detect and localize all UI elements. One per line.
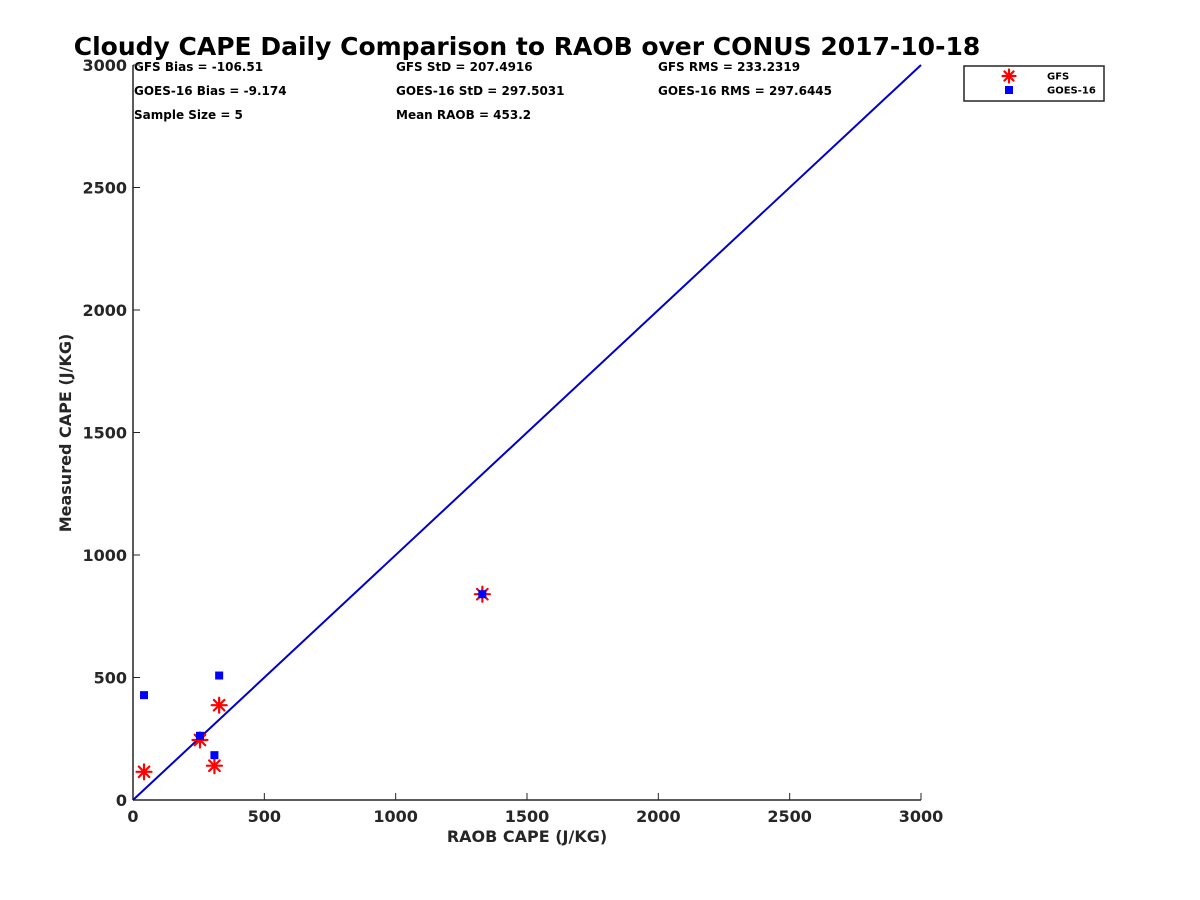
stat-label: GFS RMS = 233.2319 xyxy=(658,60,800,74)
goes16-point xyxy=(478,590,487,599)
legend-label: GOES-16 xyxy=(1047,86,1096,97)
x-tick-label: 500 xyxy=(248,807,281,826)
series-goes-16 xyxy=(140,590,487,760)
x-tick-label: 0 xyxy=(127,807,138,826)
stat-label: Mean RAOB = 453.2 xyxy=(396,108,531,122)
axis-ticks: 0 500 1000 1500 2000 2500 3000 0 500 1000 1500 2000… xyxy=(82,56,943,826)
y-tick-label: 2000 xyxy=(82,301,127,320)
goes16-point xyxy=(215,671,224,680)
goes16-point xyxy=(210,751,219,760)
legend-marker-gfs xyxy=(1001,68,1017,84)
stat-label: Sample Size = 5 xyxy=(134,108,243,122)
legend-box xyxy=(963,65,1105,102)
gfs-point xyxy=(135,763,153,781)
stats-annotations: GFS Bias = -106.51 GFS StD = 207.4916 GFS … xyxy=(134,60,832,122)
x-tick-label: 3000 xyxy=(899,807,944,826)
y-tick-label: 2500 xyxy=(82,179,127,198)
x-tick-label: 1000 xyxy=(373,807,418,826)
gfs-point xyxy=(205,757,224,775)
series-gfs xyxy=(135,585,491,781)
y-tick-label: 3000 xyxy=(82,56,127,75)
x-axis-label: RAOB CAPE (J/KG) xyxy=(447,827,607,846)
y-axis-label: Measured CAPE (J/KG) xyxy=(56,334,75,533)
stat-label: GOES-16 Bias = -9.174 xyxy=(134,84,287,98)
gfs-point xyxy=(210,696,228,714)
reference-line xyxy=(132,64,922,801)
goes16-point xyxy=(195,731,204,740)
y-tick-label: 1500 xyxy=(82,424,127,443)
y-tick-label: 0 xyxy=(116,791,127,810)
chart-title: Cloudy CAPE Daily Comparison to RAOB ove… xyxy=(74,32,980,61)
legend: GFS GOES-16 xyxy=(963,65,1105,102)
y-tick-label: 500 xyxy=(94,669,127,688)
plot-area: 0 500 1000 1500 2000 2500 3000 0 500 1000 1500 2000… xyxy=(82,56,943,826)
legend-label: GFS xyxy=(1047,72,1069,83)
stat-label: GFS Bias = -106.51 xyxy=(134,60,263,74)
stat-label: GOES-16 RMS = 297.6445 xyxy=(658,84,832,98)
stat-label: GFS StD = 207.4916 xyxy=(396,60,533,74)
y-tick-label: 1000 xyxy=(82,546,127,565)
x-tick-label: 2500 xyxy=(767,807,812,826)
x-tick-label: 1500 xyxy=(505,807,550,826)
data-series xyxy=(135,585,491,781)
legend-marker-goes16 xyxy=(1005,86,1013,94)
goes16-point xyxy=(140,691,149,700)
x-tick-label: 2000 xyxy=(636,807,681,826)
stat-label: GOES-16 StD = 297.5031 xyxy=(396,84,565,98)
